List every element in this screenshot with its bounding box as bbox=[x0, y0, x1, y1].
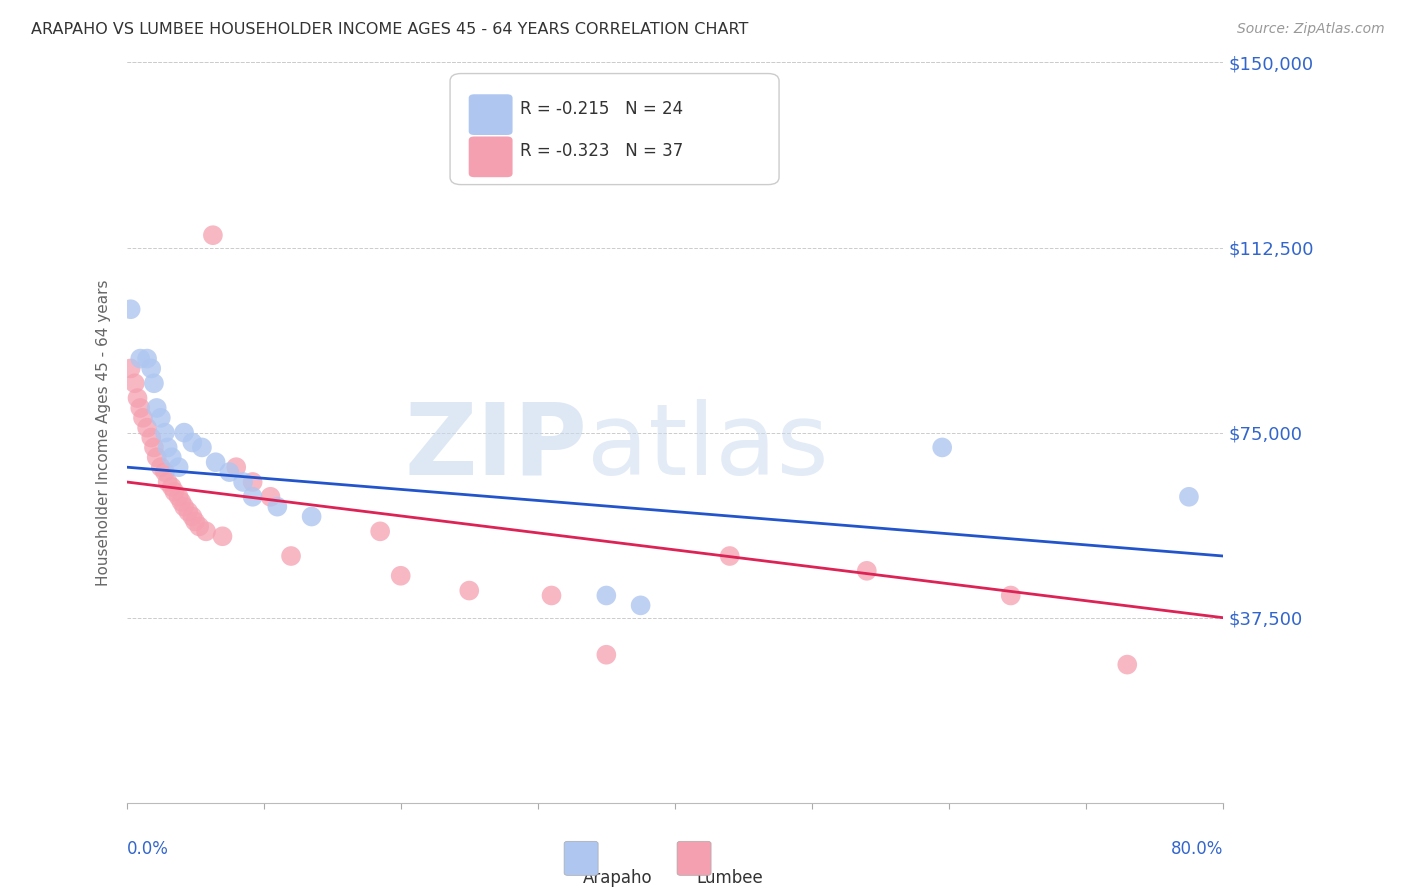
Point bbox=[931, 441, 953, 455]
Point bbox=[141, 431, 163, 445]
Point bbox=[266, 500, 288, 514]
Point bbox=[184, 515, 207, 529]
Point bbox=[540, 589, 562, 603]
Point bbox=[170, 494, 193, 508]
Point bbox=[132, 410, 155, 425]
Point bbox=[211, 529, 233, 543]
Point bbox=[153, 425, 176, 440]
Point bbox=[242, 475, 264, 489]
Point bbox=[188, 519, 211, 533]
Point bbox=[201, 228, 224, 243]
Point bbox=[181, 509, 204, 524]
Point bbox=[242, 490, 264, 504]
Point bbox=[136, 420, 159, 434]
Point bbox=[163, 484, 186, 499]
Point bbox=[177, 505, 200, 519]
Point bbox=[156, 441, 179, 455]
Point bbox=[124, 376, 146, 391]
Point bbox=[129, 401, 152, 415]
Point bbox=[595, 648, 617, 662]
Text: ZIP: ZIP bbox=[405, 399, 588, 496]
Point bbox=[181, 435, 204, 450]
Point bbox=[120, 302, 142, 317]
Point bbox=[218, 465, 240, 479]
FancyBboxPatch shape bbox=[564, 841, 598, 875]
Point bbox=[141, 361, 163, 376]
Text: R = -0.323   N = 37: R = -0.323 N = 37 bbox=[520, 143, 683, 161]
Text: Arapaho: Arapaho bbox=[583, 870, 652, 888]
Point bbox=[167, 460, 190, 475]
Point bbox=[145, 450, 167, 465]
Point bbox=[160, 450, 183, 465]
Text: atlas: atlas bbox=[588, 399, 828, 496]
Point bbox=[143, 441, 166, 455]
Point bbox=[191, 441, 214, 455]
Point bbox=[149, 410, 172, 425]
Text: 0.0%: 0.0% bbox=[127, 840, 169, 858]
Point bbox=[301, 509, 323, 524]
FancyBboxPatch shape bbox=[678, 841, 711, 875]
Point bbox=[389, 568, 412, 582]
FancyBboxPatch shape bbox=[468, 95, 513, 135]
Point bbox=[1116, 657, 1139, 672]
Point bbox=[630, 599, 652, 613]
Point bbox=[232, 475, 254, 489]
Point bbox=[167, 490, 190, 504]
Point bbox=[1178, 490, 1201, 504]
Point bbox=[280, 549, 302, 563]
Point bbox=[127, 391, 149, 405]
Text: Lumbee: Lumbee bbox=[697, 870, 763, 888]
Point bbox=[120, 361, 142, 376]
Point bbox=[145, 401, 167, 415]
Point bbox=[173, 425, 195, 440]
Point bbox=[225, 460, 247, 475]
Text: R = -0.215   N = 24: R = -0.215 N = 24 bbox=[520, 100, 683, 118]
Text: Source: ZipAtlas.com: Source: ZipAtlas.com bbox=[1237, 22, 1385, 37]
Point bbox=[718, 549, 741, 563]
FancyBboxPatch shape bbox=[468, 136, 513, 178]
Text: ARAPAHO VS LUMBEE HOUSEHOLDER INCOME AGES 45 - 64 YEARS CORRELATION CHART: ARAPAHO VS LUMBEE HOUSEHOLDER INCOME AGE… bbox=[31, 22, 748, 37]
Point bbox=[259, 490, 281, 504]
Point bbox=[1000, 589, 1022, 603]
Point bbox=[173, 500, 195, 514]
FancyBboxPatch shape bbox=[450, 73, 779, 185]
Point bbox=[855, 564, 877, 578]
Point bbox=[136, 351, 159, 366]
Point bbox=[368, 524, 391, 539]
Point bbox=[149, 460, 172, 475]
Point bbox=[595, 589, 617, 603]
Point bbox=[143, 376, 166, 391]
Point bbox=[160, 480, 183, 494]
Point bbox=[153, 465, 176, 479]
Y-axis label: Householder Income Ages 45 - 64 years: Householder Income Ages 45 - 64 years bbox=[96, 279, 111, 586]
Point bbox=[458, 583, 481, 598]
Point bbox=[156, 475, 179, 489]
Text: 80.0%: 80.0% bbox=[1171, 840, 1223, 858]
Point bbox=[129, 351, 152, 366]
Point bbox=[195, 524, 218, 539]
Point bbox=[204, 455, 226, 469]
